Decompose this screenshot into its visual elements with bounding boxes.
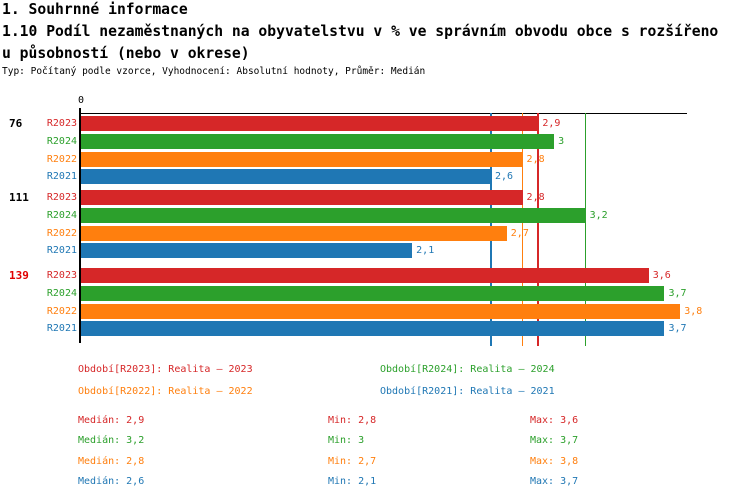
bar-value-label: 3 [558, 135, 565, 147]
grouped-bar-chart: 0 76 R2023 2,9 R2024 3 R2022 2,8 R2021 2,6 111 R20… [0, 95, 750, 353]
stat-median-R2022: Medián: 2,8 [78, 456, 145, 467]
stat-max-R2024: Max: 3,7 [530, 435, 579, 446]
bar-value-label: 2,1 [416, 245, 435, 257]
bar-value-label: 3,2 [589, 209, 608, 221]
bar-R2021 [81, 243, 413, 259]
series-row-label: R2024 [46, 287, 77, 299]
chart-title-line-1: 1.10 Podíl nezaměstnaných na obyvatelstv… [2, 23, 719, 40]
legend-item-R2023: Období[R2023]: Realita – 2023 [78, 364, 253, 375]
legend-item-R2024: Období[R2024]: Realita – 2024 [380, 364, 555, 375]
bar-value-label: 3,7 [668, 323, 687, 335]
group-label: 76 [9, 117, 23, 130]
chart-meta: Typ: Počítaný podle vzorce, Vyhodnocení:… [2, 66, 426, 77]
group-label: 111 [9, 191, 29, 204]
bar-value-label: 2,7 [510, 227, 529, 239]
series-row-label: R2021 [46, 245, 77, 257]
series-row-label: R2023 [46, 118, 77, 129]
stat-median-R2024: Medián: 3,2 [78, 435, 145, 446]
median-line-R2022 [521, 113, 524, 346]
stat-median-R2021: Medián: 2,6 [78, 476, 145, 487]
series-row-label: R2021 [46, 323, 77, 335]
median-line-R2024 [584, 113, 587, 346]
bar-R2022 [81, 225, 507, 241]
bar-R2022 [81, 151, 523, 167]
axis-top-line [80, 112, 687, 115]
axis-tick-mark [79, 108, 81, 113]
stat-min-R2022: Min: 2,7 [328, 456, 377, 467]
bar-value-label: 2,8 [526, 153, 545, 165]
series-row-label: R2024 [46, 209, 77, 221]
bar-R2023 [81, 190, 523, 205]
bar-R2024 [81, 133, 555, 149]
bar-value-label: 2,6 [495, 171, 514, 183]
bar-R2022 [81, 303, 681, 319]
bar-value-label: 3,6 [652, 270, 671, 281]
stat-min-R2021: Min: 2,1 [328, 476, 377, 487]
series-row-label: R2022 [46, 227, 77, 239]
bar-R2024 [81, 207, 586, 223]
legend-item-R2021: Období[R2021]: Realita – 2021 [380, 386, 555, 397]
stat-max-R2022: Max: 3,8 [530, 456, 579, 467]
bar-R2021 [81, 169, 492, 185]
series-row-label: R2023 [46, 192, 77, 203]
bar-R2023 [81, 268, 649, 283]
bar-value-label: 3,8 [684, 305, 703, 317]
axis-tick-label-zero: 0 [77, 95, 85, 106]
series-row-label: R2023 [46, 270, 77, 281]
median-line-R2023 [537, 113, 539, 346]
bar-value-label: 3,7 [668, 287, 687, 299]
chart-title-line-2: u působností (nebo v okrese) [2, 45, 250, 62]
group-label: 139 [9, 269, 29, 282]
stat-max-R2021: Max: 3,7 [530, 476, 579, 487]
series-row-label: R2024 [46, 135, 77, 147]
series-row-label: R2021 [46, 171, 77, 183]
stat-min-R2023: Min: 2,8 [328, 415, 377, 426]
bar-value-label: 2,8 [526, 192, 545, 203]
bar-R2021 [81, 321, 665, 337]
axis-zero-line [79, 112, 81, 343]
bar-R2024 [81, 285, 665, 301]
stat-min-R2024: Min: 3 [328, 435, 365, 446]
series-row-label: R2022 [46, 153, 77, 165]
legend-item-R2022: Období[R2022]: Realita – 2022 [78, 386, 253, 397]
stat-median-R2023: Medián: 2,9 [78, 415, 145, 426]
series-row-label: R2022 [46, 305, 77, 317]
stat-max-R2023: Max: 3,6 [530, 415, 579, 426]
bar-value-label: 2,9 [542, 118, 561, 129]
section-heading: 1. Souhrnné informace [2, 1, 188, 18]
bar-R2023 [81, 116, 539, 131]
